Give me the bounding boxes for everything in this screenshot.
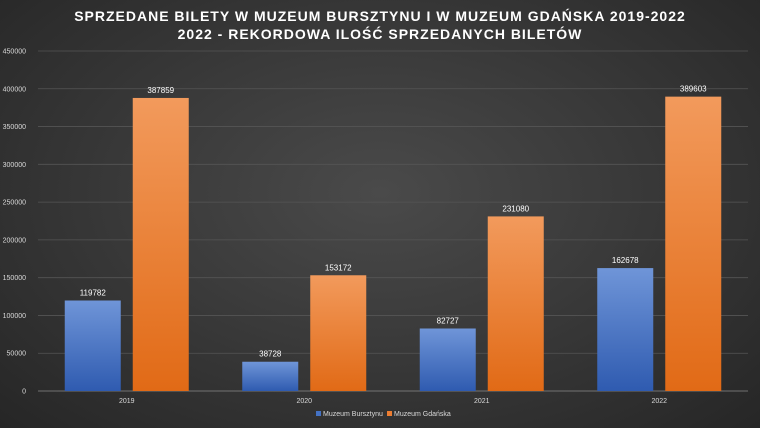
data-label: 153172 [325, 263, 352, 272]
legend-swatch [387, 411, 392, 416]
data-label: 82727 [437, 316, 460, 325]
x-tick-label: 2022 [651, 398, 667, 405]
data-label: 162678 [612, 256, 639, 265]
data-label: 119782 [80, 288, 107, 297]
bar [132, 97, 189, 391]
data-label: 231080 [502, 204, 529, 213]
data-label: 38728 [259, 350, 282, 359]
y-tick-label: 250000 [3, 200, 26, 207]
legend-label: Muzeum Bursztynu [323, 411, 383, 418]
chart-title: SPRZEDANE BILETY W MUZEUM BURSZTYNU I W … [74, 8, 686, 24]
bar [597, 268, 654, 391]
y-tick-label: 300000 [3, 162, 26, 169]
bar [242, 361, 299, 391]
data-label: 387859 [147, 86, 174, 95]
x-tick-label: 2019 [119, 398, 135, 405]
bar [64, 300, 121, 391]
y-tick-label: 400000 [3, 86, 26, 93]
y-tick-label: 350000 [3, 124, 26, 131]
y-tick-label: 0 [22, 389, 26, 396]
bar [310, 275, 367, 391]
legend-swatch [316, 411, 321, 416]
y-tick-label: 50000 [7, 351, 27, 358]
bar [665, 96, 722, 391]
data-label: 389603 [680, 85, 707, 94]
y-tick-label: 100000 [3, 313, 26, 320]
y-tick-label: 450000 [3, 49, 26, 56]
x-tick-label: 2021 [474, 398, 490, 405]
bar [487, 216, 544, 391]
x-tick-label: 2020 [296, 398, 312, 405]
y-tick-label: 150000 [3, 275, 26, 282]
y-tick-label: 200000 [3, 237, 26, 244]
bar [419, 328, 476, 391]
chart-subtitle: 2022 - REKORDOWA ILOŚĆ SPRZEDANYCH BILET… [177, 26, 583, 42]
legend-label: Muzeum Gdańska [394, 411, 451, 418]
